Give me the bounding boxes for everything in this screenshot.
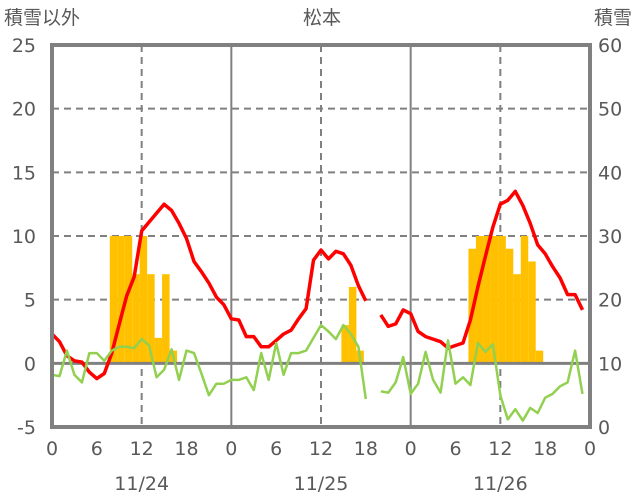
y-tick-right: 10 — [598, 353, 622, 375]
x-tick: 6 — [91, 438, 103, 460]
x-tick: 12 — [488, 438, 512, 460]
plot-frame — [50, 43, 592, 429]
date-label: 11/24 — [114, 473, 169, 495]
y-tick-left: 10 — [12, 226, 36, 248]
x-tick: 0 — [584, 438, 596, 460]
bar — [535, 350, 544, 364]
bar — [341, 325, 349, 364]
y-tick-right: 40 — [598, 162, 622, 184]
x-tick: 12 — [130, 438, 154, 460]
left-axis-label: 積雪以外 — [4, 7, 80, 29]
bar — [475, 236, 484, 364]
y-tick-left: 20 — [12, 99, 36, 121]
bar — [139, 236, 148, 364]
chart-title: 松本 — [303, 7, 341, 29]
bar — [147, 274, 155, 364]
bar — [498, 236, 506, 364]
x-tick: 12 — [309, 438, 333, 460]
bar — [117, 236, 125, 364]
y-tick-left: 5 — [24, 290, 36, 312]
y-tick-left: -5 — [17, 417, 36, 439]
series-red-line — [50, 189, 585, 381]
y-tick-right: 50 — [598, 99, 622, 121]
bar — [520, 236, 529, 364]
bar — [505, 248, 514, 364]
bar — [124, 236, 133, 364]
y-tick-right: 20 — [598, 290, 622, 312]
x-tick: 6 — [449, 438, 461, 460]
y-tick-right: 30 — [598, 226, 622, 248]
bar — [490, 236, 499, 364]
x-tick: 18 — [533, 438, 557, 460]
x-tick: 18 — [354, 438, 378, 460]
bar — [109, 236, 118, 364]
bar — [162, 274, 170, 364]
y-tick-left: 15 — [12, 162, 36, 184]
x-tick: 0 — [46, 438, 58, 460]
y-tick-left: 25 — [12, 35, 36, 57]
bar — [483, 236, 491, 364]
bar — [513, 274, 521, 364]
x-tick: 0 — [405, 438, 417, 460]
bar — [528, 261, 536, 364]
bar — [348, 286, 357, 364]
x-tick: 6 — [270, 438, 282, 460]
date-label: 11/26 — [473, 473, 528, 495]
series-green-line — [51, 323, 584, 422]
y-tick-right: 0 — [598, 417, 610, 439]
x-tick: 18 — [174, 438, 198, 460]
y-tick-left: 0 — [24, 353, 36, 375]
date-label: 11/25 — [294, 473, 349, 495]
right-axis-label: 積雪 — [594, 7, 632, 29]
y-tick-right: 60 — [598, 35, 622, 57]
x-tick: 0 — [225, 438, 237, 460]
bar — [154, 337, 163, 364]
bar — [132, 274, 140, 364]
